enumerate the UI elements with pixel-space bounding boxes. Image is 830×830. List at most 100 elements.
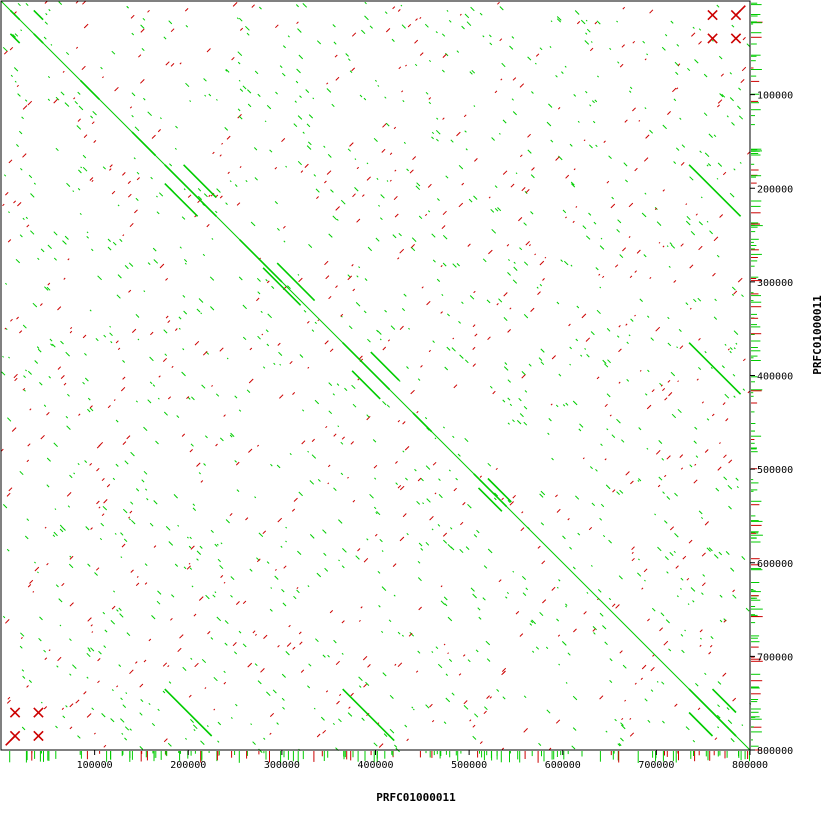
noise-dot	[655, 449, 661, 455]
forward-alignment-segment	[9, 9, 21, 21]
noise-dot	[506, 244, 510, 247]
noise-dot	[299, 641, 303, 645]
noise-dot	[89, 309, 92, 312]
noise-dot	[190, 657, 193, 660]
noise-dot	[157, 590, 162, 595]
noise-dot	[629, 275, 633, 279]
noise-dot	[354, 158, 357, 160]
noise-dot	[519, 413, 524, 418]
noise-dot	[227, 171, 230, 174]
noise-dot	[668, 648, 672, 652]
noise-dot	[606, 328, 611, 332]
noise-dot	[740, 79, 745, 84]
noise-dot	[582, 457, 585, 460]
noise-dot	[414, 39, 419, 44]
noise-dot	[531, 167, 535, 171]
noise-dot	[541, 560, 546, 565]
noise-dot	[674, 532, 679, 538]
noise-dot	[32, 302, 38, 308]
noise-dot	[731, 286, 736, 291]
noise-dot	[136, 576, 139, 578]
noise-dot	[55, 96, 60, 101]
noise-dot	[134, 126, 140, 132]
noise-dot	[367, 338, 371, 343]
noise-dot	[556, 586, 559, 589]
noise-dot	[316, 733, 321, 738]
noise-dot	[6, 492, 11, 497]
noise-dot	[109, 332, 113, 337]
noise-dot	[682, 555, 687, 560]
noise-dot	[403, 293, 407, 297]
noise-dot	[605, 730, 608, 733]
noise-dot	[224, 642, 228, 646]
noise-dot	[548, 418, 552, 422]
noise-dot	[266, 104, 272, 110]
noise-dot	[193, 613, 197, 617]
noise-dot	[395, 461, 398, 464]
noise-dot	[544, 256, 547, 259]
noise-dot	[152, 384, 156, 387]
noise-dot	[138, 54, 142, 58]
noise-dot	[263, 737, 266, 740]
noise-dot	[505, 596, 508, 599]
noise-dot	[494, 90, 498, 94]
noise-dot	[148, 638, 152, 642]
noise-dot	[246, 389, 251, 393]
noise-dot	[592, 628, 596, 632]
noise-dot	[728, 459, 733, 464]
noise-dot	[334, 54, 338, 58]
noise-dot	[500, 78, 503, 81]
noise-dot	[704, 351, 707, 354]
noise-dot	[122, 508, 128, 514]
noise-dot	[737, 277, 743, 283]
noise-dot	[72, 190, 75, 193]
noise-dot	[347, 476, 349, 479]
x-axis-title: PRFC01000011	[376, 791, 456, 804]
noise-dot	[472, 724, 476, 728]
noise-dot	[47, 98, 51, 101]
noise-dot	[103, 334, 107, 338]
noise-dot	[698, 510, 703, 515]
noise-dot	[271, 285, 275, 289]
noise-dot	[590, 41, 593, 43]
noise-dot	[602, 275, 605, 279]
noise-dot	[238, 79, 241, 82]
noise-dot	[450, 139, 454, 143]
noise-dot	[618, 381, 621, 384]
noise-dot	[447, 652, 449, 655]
noise-dot	[459, 13, 462, 16]
noise-dot	[724, 343, 727, 346]
noise-dot	[24, 99, 28, 102]
noise-dot	[595, 468, 598, 472]
noise-dot	[131, 32, 135, 36]
noise-dot	[46, 484, 50, 488]
noise-dot	[681, 144, 686, 148]
noise-dot	[16, 144, 19, 148]
noise-dot	[428, 97, 432, 100]
noise-dot	[462, 502, 466, 506]
noise-dot	[149, 522, 154, 527]
noise-dot	[235, 703, 238, 707]
noise-dot	[667, 316, 670, 320]
noise-dot	[401, 308, 406, 312]
noise-dot	[5, 619, 10, 624]
noise-dot	[156, 211, 160, 215]
noise-dot	[7, 239, 12, 243]
y-tick-label: 200000	[757, 184, 793, 195]
noise-dot	[428, 101, 432, 105]
noise-dot	[59, 524, 63, 527]
noise-dot	[697, 297, 702, 302]
noise-dot	[404, 446, 410, 451]
noise-dot	[443, 643, 446, 646]
noise-dot	[215, 194, 219, 197]
forward-alignment-segment	[9, 33, 21, 44]
noise-dot	[515, 611, 520, 615]
noise-dot	[540, 361, 545, 366]
noise-dot	[567, 652, 571, 656]
noise-dot	[65, 415, 69, 419]
noise-dot	[83, 691, 87, 695]
noise-dot	[163, 329, 168, 334]
noise-dot	[523, 313, 529, 319]
noise-dot	[615, 604, 620, 609]
noise-dot	[324, 340, 329, 345]
